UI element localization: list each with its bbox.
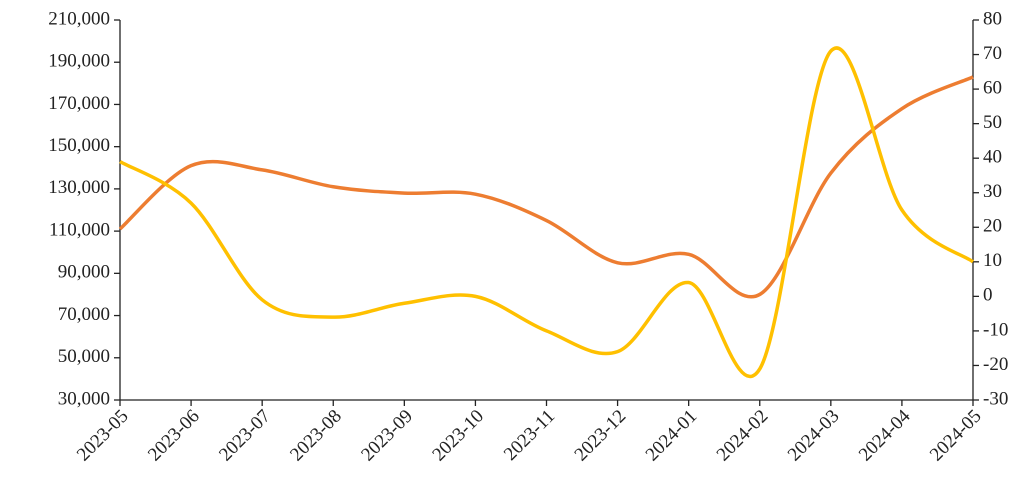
y2-tick-label: -20 bbox=[983, 354, 1008, 375]
x-tick-label: 2023-12 bbox=[571, 406, 631, 466]
x-tick-label: 2023-11 bbox=[500, 406, 559, 465]
line-series bbox=[119, 46, 975, 379]
y-tick-label: 130,000 bbox=[48, 177, 110, 198]
x-tick-label: 2024-03 bbox=[784, 406, 844, 466]
x-tick-label: 2023-06 bbox=[144, 406, 204, 466]
y2-tick-label: 80 bbox=[983, 8, 1002, 29]
x-tick-label: 2023-08 bbox=[286, 406, 346, 466]
y2-tick-label: 50 bbox=[983, 112, 1002, 133]
y-tick-label: 90,000 bbox=[58, 262, 110, 283]
y-tick-label: 50,000 bbox=[58, 346, 110, 367]
x-tick-label: 2024-04 bbox=[855, 405, 915, 465]
y2-tick-label: -10 bbox=[983, 319, 1008, 340]
x-tick-label: 2023-07 bbox=[215, 406, 275, 466]
x-tick-label: 2024-01 bbox=[642, 406, 702, 466]
y2-tick-label: 30 bbox=[983, 181, 1002, 202]
y-tick-label: 150,000 bbox=[48, 135, 110, 156]
y-tick-label: 110,000 bbox=[49, 219, 110, 240]
y2-tick-label: 70 bbox=[983, 43, 1002, 64]
y2-tick-label: 40 bbox=[983, 147, 1002, 168]
y2-tick-label: -30 bbox=[983, 388, 1008, 409]
x-tick-label: 2023-05 bbox=[73, 406, 133, 466]
y-tick-label: 210,000 bbox=[48, 8, 110, 29]
y2-tick-label: 20 bbox=[983, 216, 1002, 237]
line-series bbox=[118, 75, 974, 299]
x-tick-label: 2023-10 bbox=[428, 406, 488, 466]
x-tick-label: 2023-09 bbox=[357, 406, 417, 466]
y2-tick-label: 10 bbox=[983, 250, 1002, 271]
y2-tick-label: 60 bbox=[983, 77, 1002, 98]
y-tick-label: 190,000 bbox=[48, 51, 110, 72]
x-tick-label: 2024-05 bbox=[926, 406, 986, 466]
y-tick-label: 70,000 bbox=[58, 304, 110, 325]
y-tick-label: 30,000 bbox=[58, 388, 110, 409]
y2-tick-label: 0 bbox=[983, 285, 993, 306]
x-tick-label: 2024-02 bbox=[713, 406, 773, 466]
y-tick-label: 170,000 bbox=[48, 93, 110, 114]
